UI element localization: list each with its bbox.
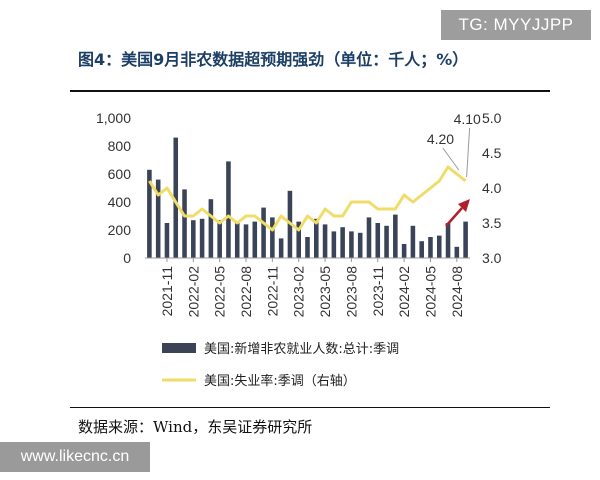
bar-2023-10: [366, 217, 372, 258]
bar-2021-10: [155, 179, 161, 258]
bar-2023-03: [305, 237, 310, 258]
bar-2022-12: [278, 238, 284, 258]
trend-arrow-head: [458, 199, 470, 212]
annotation-label: 4.10: [454, 111, 481, 127]
bar-2022-10: [261, 207, 266, 258]
bar-2022-04: [208, 199, 214, 258]
bar-2024-03: [410, 225, 416, 258]
title-rule: [70, 90, 550, 92]
bar-2022-07: [234, 223, 240, 258]
source-rule: [70, 407, 550, 408]
bar-2024-07: [445, 223, 451, 258]
x-tick-label: 2024-05: [422, 266, 438, 318]
bar-2023-09: [357, 232, 363, 258]
bar-2022-03: [199, 218, 205, 258]
bar-2023-06: [331, 231, 337, 258]
left-tick-label: 800: [108, 138, 132, 154]
x-tick-label: 2022-11: [264, 266, 280, 317]
bar-2021-12: [173, 137, 179, 258]
x-tick-label: 2023-05: [317, 266, 333, 318]
annotation-leader: [466, 127, 471, 178]
right-tick-label: 3.0: [482, 250, 502, 266]
left-tick-label: 1,000: [96, 110, 131, 126]
bar-2023-08: [349, 231, 354, 258]
annotations: 4.204.10: [427, 111, 481, 178]
bar-2022-02: [191, 220, 196, 258]
right-tick-label: 4.0: [482, 180, 502, 196]
right-tick-label: 3.5: [482, 215, 502, 231]
right-axis: 3.0 3.5 4.0 4.5 5.0: [482, 110, 502, 266]
bar-2022-05: [217, 220, 222, 258]
left-tick-label: 0: [123, 250, 131, 266]
bar-2021-09: [147, 169, 152, 258]
trend-arrow-shaft: [445, 207, 463, 227]
figure-title: 图4：美国9月非农数据超预期强劲（单位：千人；%）: [78, 50, 469, 69]
x-tick-label: 2021-11: [159, 266, 175, 317]
x-tick-label: 2023-08: [343, 266, 359, 318]
bar-2024-05: [428, 237, 433, 258]
annotation-leader: [442, 147, 460, 171]
bar-2024-08: [454, 246, 460, 258]
x-tick-label: 2023-02: [291, 266, 307, 318]
bar-2022-06: [226, 161, 231, 258]
left-tick-label: 200: [108, 222, 132, 238]
right-tick-label: 4.5: [482, 145, 502, 161]
x-axis: 2021-11 2022-02 2022-05 2022-08 2022-11 2023-…: [145, 257, 470, 318]
legend-label: 美国:新增非农就业人数:总计:季调: [204, 341, 399, 357]
bar-2024-04: [419, 241, 424, 258]
tg-watermark: TG: MYYJJPP: [441, 10, 591, 40]
bar-2022-08: [243, 224, 249, 258]
bar-2023-12: [384, 225, 389, 258]
left-tick-label: 400: [108, 194, 132, 210]
bar-2023-11: [375, 223, 381, 258]
bar-2021-11: [164, 223, 170, 258]
bar-2022-11: [270, 217, 275, 258]
bar-2023-04: [314, 218, 319, 258]
right-tick-label: 5.0: [482, 110, 502, 126]
unemployment-line: [148, 165, 467, 232]
x-tick-label: 2024-08: [449, 266, 465, 318]
x-tick-label: 2023-11: [370, 266, 386, 317]
bar-2024-01: [393, 214, 398, 258]
bar-2022-09: [252, 221, 258, 258]
x-tick-label: 2024-02: [396, 266, 412, 318]
x-tick-label: 2022-08: [238, 266, 254, 318]
site-watermark: www.likecnc.cn: [0, 442, 150, 472]
x-tick-label: 2022-05: [212, 266, 228, 318]
left-axis: 0 200 400 600 800 1,000: [96, 110, 131, 266]
legend-label: 美国:失业率:季调（右轴）: [204, 373, 356, 389]
trend-arrow: [445, 199, 470, 227]
bar-series: [147, 137, 468, 258]
left-tick-label: 600: [108, 166, 132, 182]
bar-2024-02: [401, 244, 407, 258]
source-note: 数据来源：Wind，东吴证券研究所: [78, 418, 313, 436]
bar-2024-09: [463, 221, 468, 258]
bar-2023-02: [296, 221, 301, 258]
bar-2022-01: [182, 189, 187, 258]
legend-swatch-bar: [162, 343, 196, 353]
bar-2023-05: [322, 224, 328, 258]
x-tick-label: 2022-02: [185, 266, 201, 318]
annotation-label: 4.20: [427, 131, 454, 147]
bar-2024-06: [436, 235, 442, 258]
bar-2023-07: [340, 227, 345, 258]
